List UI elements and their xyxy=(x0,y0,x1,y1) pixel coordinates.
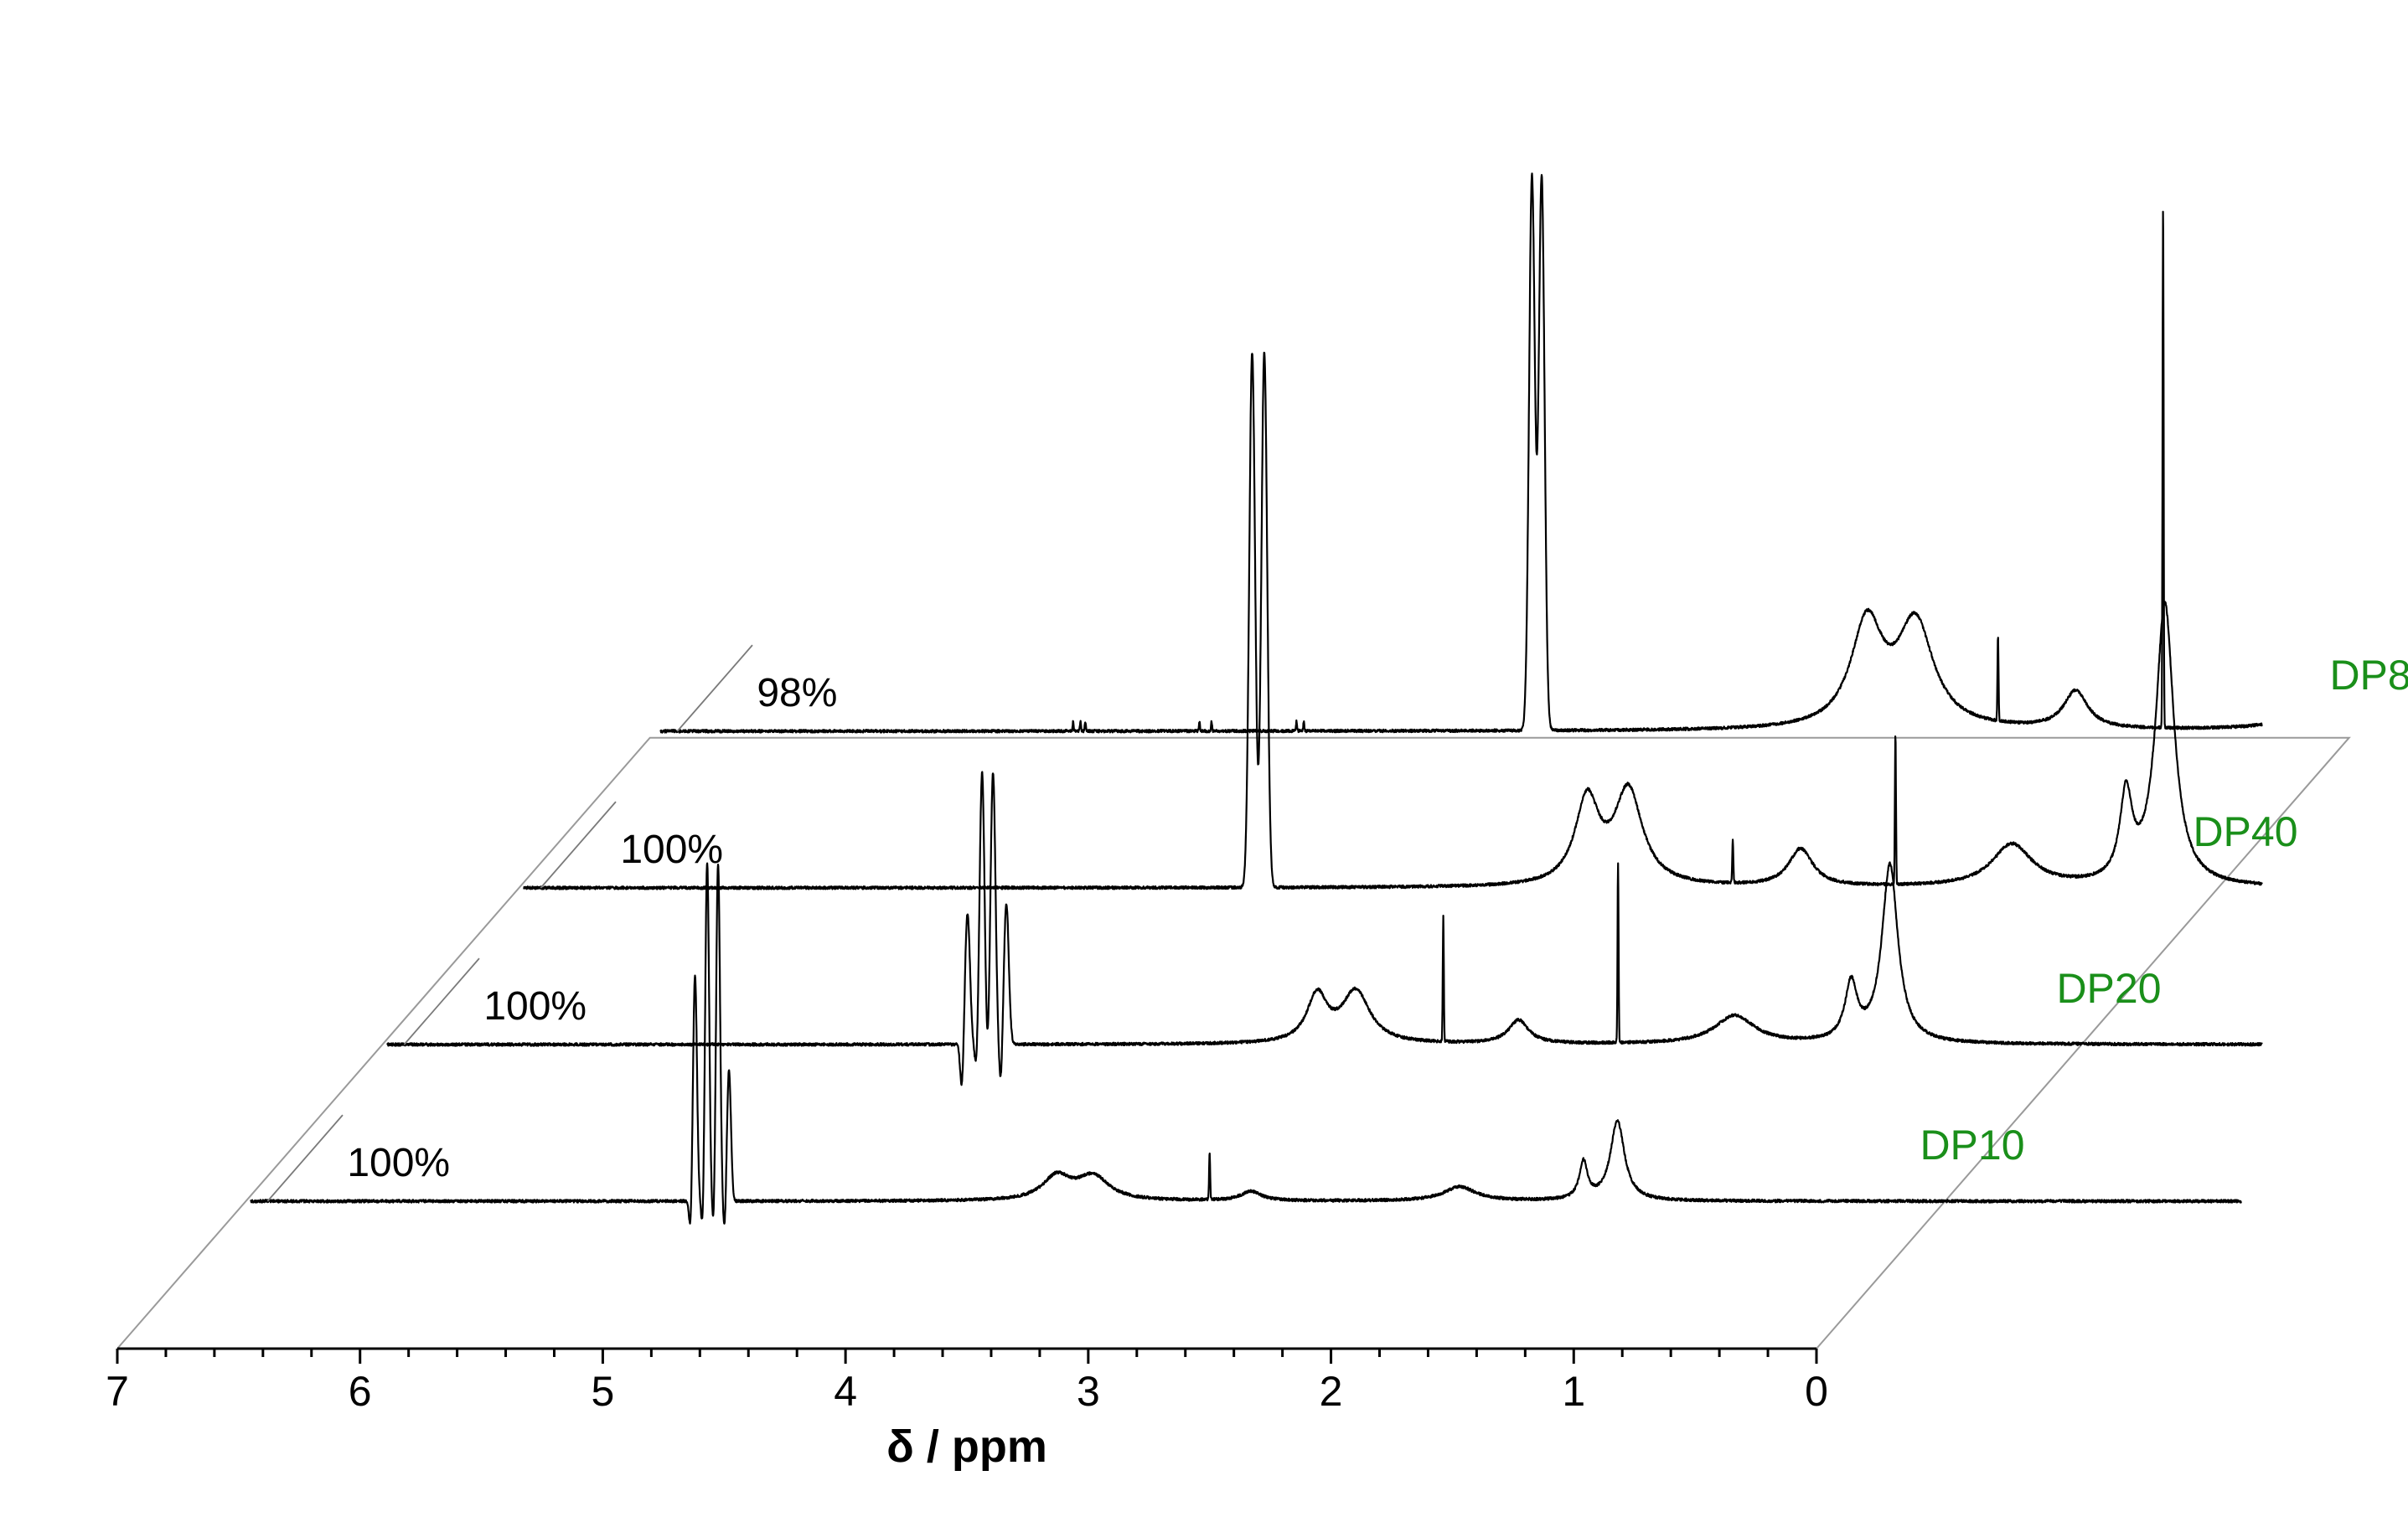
series-label-dp10: DP10 xyxy=(1920,1122,2024,1169)
spectrum-trace-dp10 xyxy=(250,862,2242,1225)
spectrum-trace-dp20 xyxy=(386,771,2263,1086)
conversion-label-dp80: 98% xyxy=(757,671,837,715)
baseline-guide xyxy=(403,957,480,1045)
x-tick-label: 5 xyxy=(592,1368,615,1415)
x-tick-label: 6 xyxy=(349,1368,372,1415)
spectra xyxy=(250,173,2263,1225)
baseline-guide xyxy=(676,644,753,732)
conversion-label-dp40: 100% xyxy=(620,828,723,872)
x-tick-label: 4 xyxy=(834,1368,857,1415)
series-label-dp80: DP80 xyxy=(2329,652,2408,699)
x-axis: 7 6 5 4 3 2 1 0 δ / ppm xyxy=(106,1347,1828,1472)
baseline-guide xyxy=(540,801,617,889)
annotations: 98% DP80 100% DP40 100% DP20 100% DP10 xyxy=(347,652,2408,1185)
spectrum-trace-dp40 xyxy=(523,351,2263,890)
series-label-dp40: DP40 xyxy=(2193,808,2297,855)
conversion-label-dp10: 100% xyxy=(347,1141,450,1185)
x-tick-label: 3 xyxy=(1077,1368,1100,1415)
conversion-label-dp20: 100% xyxy=(483,984,586,1029)
x-tick-label: 0 xyxy=(1805,1368,1828,1415)
series-label-dp20: DP20 xyxy=(2056,965,2161,1012)
baseline-guide xyxy=(266,1114,344,1202)
x-axis-title: δ / ppm xyxy=(886,1422,1047,1472)
x-tick-label: 2 xyxy=(1320,1368,1343,1415)
x-tick-label: 1 xyxy=(1562,1368,1585,1415)
spectrum-trace-dp80 xyxy=(659,173,2263,734)
x-tick-label: 7 xyxy=(106,1368,129,1415)
